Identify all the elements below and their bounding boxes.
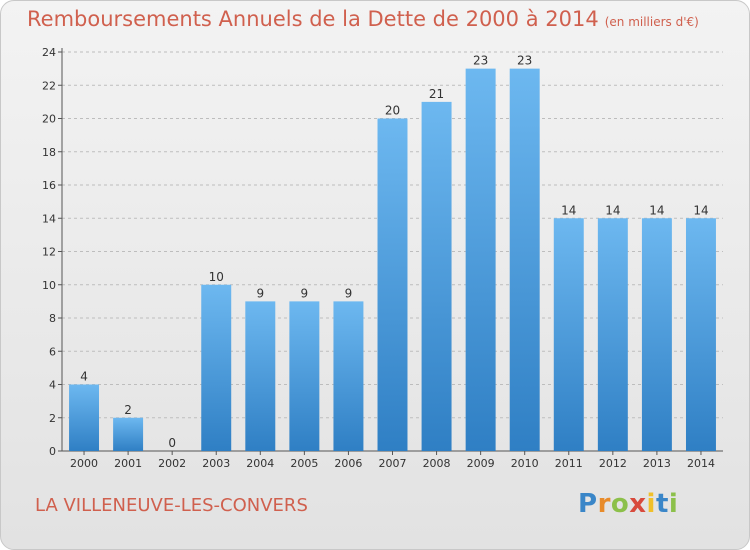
- x-tick-label: 2000: [70, 457, 98, 470]
- y-tick-label: 10: [42, 279, 56, 292]
- bar: [245, 301, 276, 451]
- bar: [597, 218, 628, 451]
- bar: [641, 218, 672, 451]
- x-tick-label: 2014: [687, 457, 715, 470]
- y-tick-label: 22: [42, 79, 56, 92]
- bar-value-label: 14: [605, 203, 620, 217]
- bar: [465, 68, 496, 451]
- bar: [201, 284, 232, 451]
- bar: [333, 301, 364, 451]
- bar-value-label: 23: [517, 54, 532, 68]
- bar-value-label: 21: [429, 87, 444, 101]
- bar-value-label: 23: [473, 54, 488, 68]
- chart-subtitle: (en milliers d'€): [604, 15, 699, 29]
- bar-value-label: 14: [649, 203, 664, 217]
- x-tick-label: 2006: [334, 457, 362, 470]
- bar-value-label: 9: [301, 286, 309, 300]
- y-tick-label: 0: [49, 445, 56, 458]
- x-tick-label: 2012: [599, 457, 627, 470]
- bar-value-label: 20: [385, 104, 400, 118]
- x-tick-label: 2001: [114, 457, 142, 470]
- logo-letter: o: [610, 489, 630, 519]
- logo-letter: P: [578, 489, 598, 519]
- y-tick-label: 6: [49, 345, 56, 358]
- y-tick-label: 18: [42, 146, 56, 159]
- logo-letter: i: [668, 489, 679, 519]
- bar-value-label: 10: [209, 270, 224, 284]
- y-tick-label: 14: [42, 212, 56, 225]
- logo-letter: i: [646, 489, 656, 519]
- bar-value-label: 9: [256, 286, 264, 300]
- x-tick-label: 2011: [555, 457, 583, 470]
- bar: [69, 384, 100, 451]
- bar: [113, 417, 144, 451]
- logo-letter: t: [655, 489, 669, 519]
- bar: [289, 301, 320, 451]
- commune-name: LA VILLENEUVE-LES-CONVERS: [35, 495, 308, 516]
- x-tick-label: 2010: [511, 457, 539, 470]
- bar: [421, 101, 452, 451]
- y-tick-label: 2: [49, 412, 56, 425]
- chart-title-text: Remboursements Annuels de la Dette de 20…: [27, 7, 599, 31]
- bar-value-label: 0: [168, 436, 176, 450]
- bar: [553, 218, 584, 451]
- x-tick-label: 2013: [643, 457, 671, 470]
- x-tick-label: 2007: [379, 457, 407, 470]
- y-tick-label: 4: [49, 379, 56, 392]
- logo-letter: r: [597, 489, 611, 519]
- bar-value-label: 4: [80, 370, 88, 384]
- bar: [685, 218, 716, 451]
- bar: [377, 118, 408, 451]
- y-tick-label: 8: [49, 312, 56, 325]
- bar: [509, 68, 540, 451]
- y-tick-label: 12: [42, 246, 56, 259]
- y-tick-label: 24: [42, 46, 56, 59]
- bar-value-label: 2: [124, 403, 132, 417]
- bar-value-label: 14: [693, 203, 708, 217]
- proxiti-logo: Proxiti: [578, 489, 678, 519]
- y-tick-label: 16: [42, 179, 56, 192]
- x-tick-label: 2008: [423, 457, 451, 470]
- logo-letter: x: [629, 489, 647, 519]
- chart-title: Remboursements Annuels de la Dette de 20…: [27, 7, 699, 31]
- bar-value-label: 14: [561, 203, 576, 217]
- x-tick-label: 2002: [158, 457, 186, 470]
- y-tick-label: 20: [42, 113, 56, 126]
- x-tick-label: 2003: [202, 457, 230, 470]
- x-tick-label: 2004: [246, 457, 274, 470]
- bar-value-label: 9: [345, 286, 353, 300]
- x-tick-label: 2009: [467, 457, 495, 470]
- x-tick-label: 2005: [290, 457, 318, 470]
